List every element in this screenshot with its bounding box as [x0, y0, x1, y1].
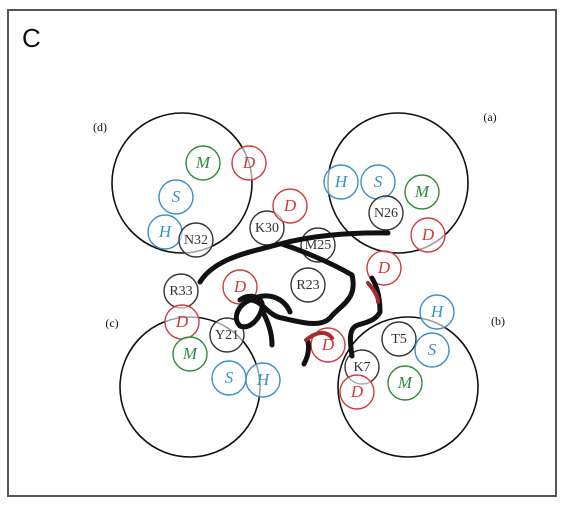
panel-frame — [8, 10, 556, 496]
residue-label: M25 — [305, 238, 331, 253]
residue-label: H — [158, 222, 173, 241]
residue-label: N26 — [374, 206, 398, 221]
residue-label: D — [421, 225, 435, 244]
residue-label: R33 — [169, 284, 192, 299]
residue-label: M — [195, 153, 211, 172]
residue-label: D — [233, 277, 247, 296]
domain-label: (b) — [491, 314, 505, 328]
residue-label: Y21 — [215, 328, 239, 343]
residue-label: M — [414, 182, 430, 201]
residue-label: H — [334, 172, 349, 191]
residue-label: K30 — [255, 221, 279, 236]
residue-label: D — [175, 312, 189, 331]
residue-label: D — [283, 196, 297, 215]
domain-label: (c) — [105, 316, 118, 330]
residue-label: N32 — [184, 233, 208, 248]
residue-label: M — [182, 344, 198, 363]
residue-label: D — [350, 382, 364, 401]
residue-label: S — [428, 340, 437, 359]
residue-label: R23 — [296, 278, 319, 293]
residue-label: D — [377, 258, 391, 277]
domain-label: (d) — [93, 120, 107, 134]
residue-label: H — [430, 302, 445, 321]
residue-label: M — [397, 373, 413, 392]
residue-label: S — [225, 368, 234, 387]
residue-label: S — [374, 172, 383, 191]
domain-label: (a) — [483, 110, 496, 124]
figure: C MDSHN32K30DHSMN26DM25DR23DR33DY21MSHHT… — [0, 0, 572, 529]
residue-label: T5 — [391, 332, 407, 347]
residue-label: K7 — [353, 360, 370, 375]
residue-label: D — [242, 153, 256, 172]
panel-label: C — [22, 23, 41, 53]
residue-label: H — [256, 370, 271, 389]
residue-label: S — [172, 187, 181, 206]
